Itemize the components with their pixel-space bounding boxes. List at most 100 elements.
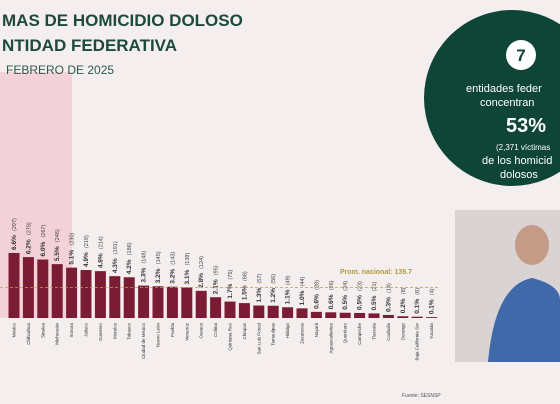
value-label: (6)	[415, 288, 421, 295]
share-label: 1.1%	[285, 289, 292, 304]
share-label: 0.1%	[429, 299, 436, 314]
share-label: 0.3%	[385, 297, 392, 312]
value-label: (44)	[300, 276, 306, 286]
share-label: 6.6%	[11, 235, 18, 250]
bar	[181, 287, 193, 318]
bar	[195, 290, 207, 318]
value-label: (28)	[314, 280, 320, 290]
value-label: (278)	[26, 222, 32, 235]
category-label: Oaxaca	[199, 323, 204, 339]
share-label: 4.9%	[83, 252, 90, 267]
share-label: 0.2%	[400, 298, 407, 313]
category-label: Hidalgo	[285, 323, 290, 339]
bar	[210, 297, 222, 318]
bar	[51, 264, 63, 318]
value-label: (4)	[430, 288, 436, 295]
bar	[80, 270, 92, 318]
bar	[339, 312, 351, 318]
bar	[310, 311, 322, 318]
bar	[224, 301, 236, 318]
value-label: (219)	[84, 235, 90, 248]
callout-note: (2,371 víctimas	[496, 143, 550, 152]
share-label: 4.2%	[126, 259, 133, 274]
value-label: (24)	[343, 281, 349, 291]
category-label: Puebla	[170, 323, 175, 338]
share-label: 3.2%	[155, 268, 162, 283]
value-label: (124)	[199, 256, 205, 269]
category-label: San Luis Potosí	[256, 322, 261, 354]
callout-text: dolosos	[500, 169, 538, 181]
value-label: (8)	[401, 287, 407, 294]
share-label: 5.5%	[54, 246, 61, 261]
category-label: Michoacán	[55, 323, 60, 345]
category-label: Colima	[213, 323, 218, 338]
bar	[152, 286, 164, 318]
share-label: 0.5%	[342, 295, 349, 310]
category-label: Ciudad de México	[141, 323, 146, 360]
value-label: (145)	[156, 251, 162, 264]
callout-text: concentran	[480, 97, 534, 109]
value-label: (246)	[55, 229, 61, 242]
bar	[354, 312, 366, 318]
bar	[382, 314, 394, 318]
category-label: Morelos	[112, 322, 117, 339]
value-label: (57)	[257, 274, 263, 284]
bar	[253, 305, 265, 318]
value-label: (14)	[386, 283, 392, 293]
share-label: 4.8%	[97, 253, 104, 268]
callout-number: 7	[516, 46, 525, 65]
share-label: 0.5%	[371, 295, 378, 310]
category-label: Tabasco	[127, 323, 132, 340]
category-label: Campeche	[357, 323, 362, 345]
share-label: 1.5%	[241, 285, 248, 300]
category-label: Baja California Sur	[415, 323, 420, 361]
category-label: México	[12, 323, 17, 338]
source: Fuente: SESNSP	[402, 393, 441, 399]
title: MAS DE HOMICIDIO DOLOSO	[2, 11, 243, 30]
bar	[94, 271, 106, 318]
value-label: (21)	[372, 281, 378, 291]
value-label: (139)	[185, 253, 191, 266]
share-label: 3.3%	[141, 268, 148, 283]
subtitle: FEBRERO DE 2025	[6, 63, 114, 77]
value-label: (267)	[41, 225, 47, 238]
category-label: Veracruz	[184, 322, 189, 341]
value-label: (148)	[142, 251, 148, 264]
category-label: Nuevo León	[156, 323, 161, 348]
share-label: 2.8%	[198, 273, 205, 288]
category-label: Durango	[400, 323, 405, 341]
value-label: (186)	[127, 242, 133, 255]
category-label: Jalisco	[84, 323, 89, 337]
share-label: 1.2%	[270, 288, 277, 303]
bar	[66, 267, 78, 318]
plot: 6.6% (297) México 6.2% (278) Chihuahua 6.0% (26…	[0, 218, 440, 361]
title: NTIDAD FEDERATIVA	[2, 36, 177, 55]
category-label: Yucatán	[429, 323, 434, 340]
bar	[22, 257, 34, 318]
value-label: (23)	[358, 281, 364, 291]
share-label: 5.1%	[69, 250, 76, 265]
category-label: Querétaro	[343, 323, 348, 344]
value-label: (68)	[242, 271, 248, 281]
bar	[296, 308, 308, 318]
value-label: (56)	[271, 274, 277, 284]
bar	[411, 316, 423, 318]
value-label: (230)	[70, 233, 76, 246]
share-label: 4.3%	[112, 258, 119, 273]
bar	[138, 285, 150, 318]
value-label: (214)	[98, 236, 104, 249]
bar	[109, 276, 121, 318]
bar	[368, 313, 380, 318]
category-label: Coahuila	[386, 323, 391, 341]
value-label: (26)	[329, 280, 335, 290]
average-label: Prom. nacional: 139.7	[340, 269, 412, 276]
bar	[397, 316, 409, 318]
bar	[267, 305, 279, 318]
share-label: 3.1%	[184, 270, 191, 285]
share-label: 6.0%	[40, 241, 47, 256]
share-label: 1.0%	[299, 290, 306, 305]
bar	[325, 312, 337, 318]
bar	[238, 303, 250, 318]
category-label: Aguascalientes	[328, 322, 333, 353]
